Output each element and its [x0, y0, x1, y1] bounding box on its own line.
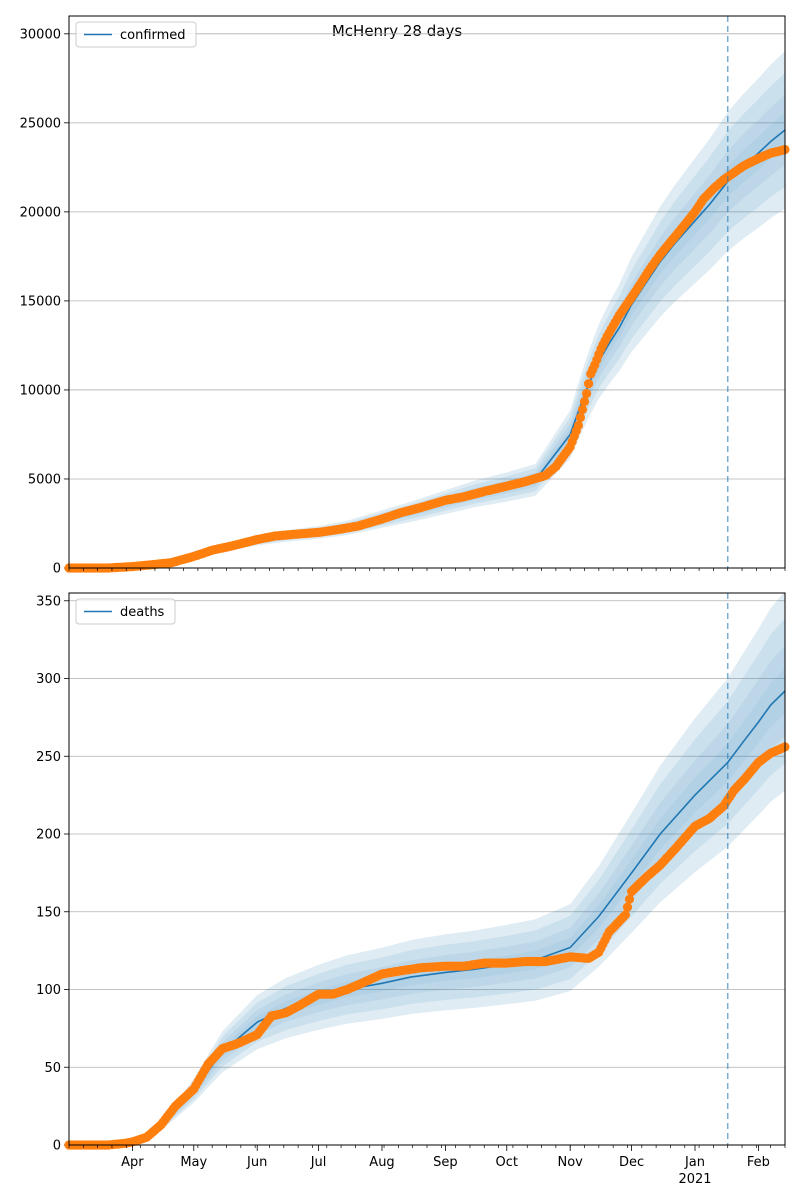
y-tick-label: 0: [53, 1139, 61, 1154]
x-year-label: 2021: [678, 1172, 711, 1187]
y-tick-label: 10000: [20, 383, 61, 398]
legend: deaths: [75, 598, 176, 625]
observed-point: [577, 404, 588, 415]
x-tick-label: Feb: [747, 1155, 770, 1170]
figure-title: McHenry 28 days: [332, 22, 462, 40]
x-tick-label: Jan: [684, 1155, 705, 1170]
y-tick-label: 250: [36, 750, 61, 765]
observed-point: [575, 412, 586, 423]
x-tick-label: Jun: [246, 1155, 267, 1170]
y-tick-label: 350: [36, 594, 61, 609]
legend-box: [75, 21, 197, 48]
y-tick-label: 20000: [20, 205, 61, 220]
y-tick-label: 50: [44, 1061, 61, 1076]
uncertainty-band: [69, 618, 785, 1145]
y-tick-label: 25000: [20, 116, 61, 131]
observed-point: [620, 910, 631, 920]
legend: confirmed: [75, 21, 197, 48]
y-tick-label: 200: [36, 828, 61, 843]
observed-point: [624, 894, 635, 904]
observed-point: [573, 420, 584, 431]
confirmed-panel: 0 5000 10000 15000 20000 25000 30000 confirmed: [20, 15, 790, 577]
observed-point: [579, 396, 590, 407]
y-tick-label: 300: [36, 672, 61, 687]
observed-point: [582, 388, 592, 399]
uncertainty-band: [69, 51, 785, 569]
x-tick-label: Apr: [121, 1155, 144, 1170]
legend-box: [75, 598, 176, 625]
y-tick-label: 100: [36, 983, 61, 998]
observed-points: [64, 144, 790, 573]
legend-label: confirmed: [120, 28, 186, 43]
legend-label: deaths: [120, 605, 165, 620]
y-tick-label: 15000: [20, 294, 61, 309]
x-tick-label: May: [180, 1155, 207, 1170]
deaths-panel: 0 50 100 150 200 250 300 350 Apr May Jun Jul Aug Sep O…: [36, 591, 790, 1187]
x-tick-label: Sep: [433, 1155, 458, 1170]
y-tick-label: 5000: [28, 472, 61, 487]
uncertainty-band: [69, 668, 785, 1145]
uncertainty-band: [69, 591, 785, 1145]
observed-point: [584, 379, 594, 389]
x-tick-label: Dec: [619, 1155, 644, 1170]
x-tick-label: Aug: [369, 1155, 394, 1170]
uncertainty-band: [69, 73, 785, 568]
x-tick-label: Jul: [310, 1155, 327, 1170]
observed-point: [622, 902, 633, 912]
y-tick-label: 30000: [20, 27, 61, 42]
y-tick-label: 0: [53, 562, 61, 577]
x-tick-label: Oct: [496, 1155, 518, 1170]
y-tick-label: 150: [36, 905, 61, 920]
uncertainty-band: [69, 645, 785, 1145]
x-tick-label: Nov: [558, 1155, 584, 1170]
